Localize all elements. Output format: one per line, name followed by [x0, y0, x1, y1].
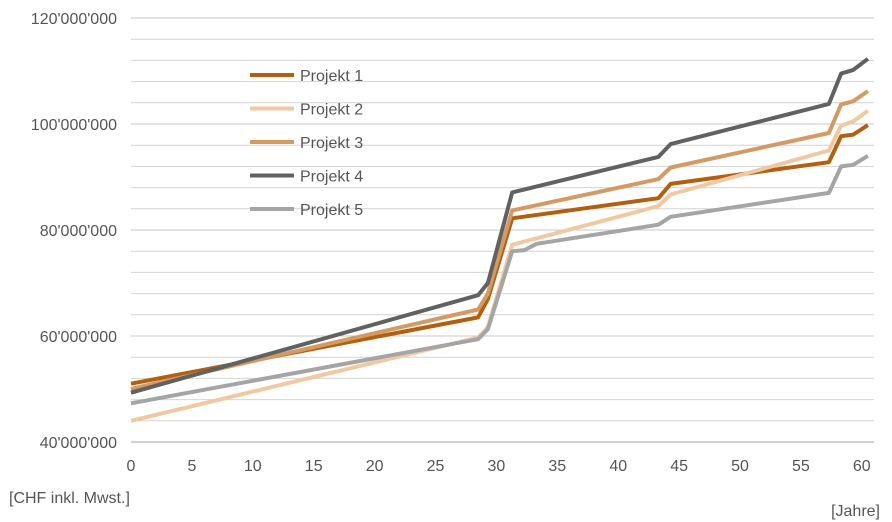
- y-axis-unit-label: [CHF inkl. Mwst.]: [9, 490, 130, 507]
- legend-label-projekt-2: Projekt 2: [300, 102, 363, 119]
- x-tick-label: 40: [609, 458, 627, 475]
- series-lines: [130, 57, 870, 423]
- series-line-projekt-5: [130, 154, 869, 406]
- x-tick-label: 30: [488, 458, 506, 475]
- legend-label-projekt-5: Projekt 5: [300, 202, 363, 219]
- y-tick-label: 60'000'000: [40, 329, 117, 346]
- y-tick-label: 80'000'000: [40, 223, 117, 240]
- y-tick-label: 100'000'000: [31, 117, 117, 134]
- x-tick-label: 20: [366, 458, 384, 475]
- x-tick-label: 35: [548, 458, 566, 475]
- legend-label-projekt-3: Projekt 3: [300, 135, 363, 152]
- y-axis-ticks: 40'000'000 60'000'000 80'000'000 100'000'00…: [31, 11, 117, 452]
- x-tick-label: 55: [792, 458, 810, 475]
- x-tick-label: 60: [853, 458, 871, 475]
- x-tick-label: 25: [427, 458, 445, 475]
- x-tick-label: 45: [670, 458, 688, 475]
- y-tick-label: 40'000'000: [40, 435, 117, 452]
- x-axis-unit-label: [Jahre]: [831, 503, 880, 520]
- series-line-projekt-4: [130, 57, 870, 395]
- x-tick-label: 10: [244, 458, 262, 475]
- series-line-projekt-3: [130, 89, 870, 391]
- y-tick-label: 120'000'000: [31, 11, 117, 28]
- x-tick-label: 0: [127, 458, 136, 475]
- x-tick-label: 15: [305, 458, 323, 475]
- legend-label-projekt-4: Projekt 4: [300, 169, 363, 186]
- x-tick-label: 50: [731, 458, 749, 475]
- x-axis-ticks: 0 5 10 15 20 25 30 35 40 45 50 55 60: [127, 458, 871, 475]
- legend: Projekt 1 Projekt 2 Projekt 3 Projekt 4 Proj…: [250, 68, 363, 219]
- legend-label-projekt-1: Projekt 1: [300, 68, 363, 85]
- x-tick-label: 5: [187, 458, 196, 475]
- series-line-projekt-1: [130, 123, 869, 386]
